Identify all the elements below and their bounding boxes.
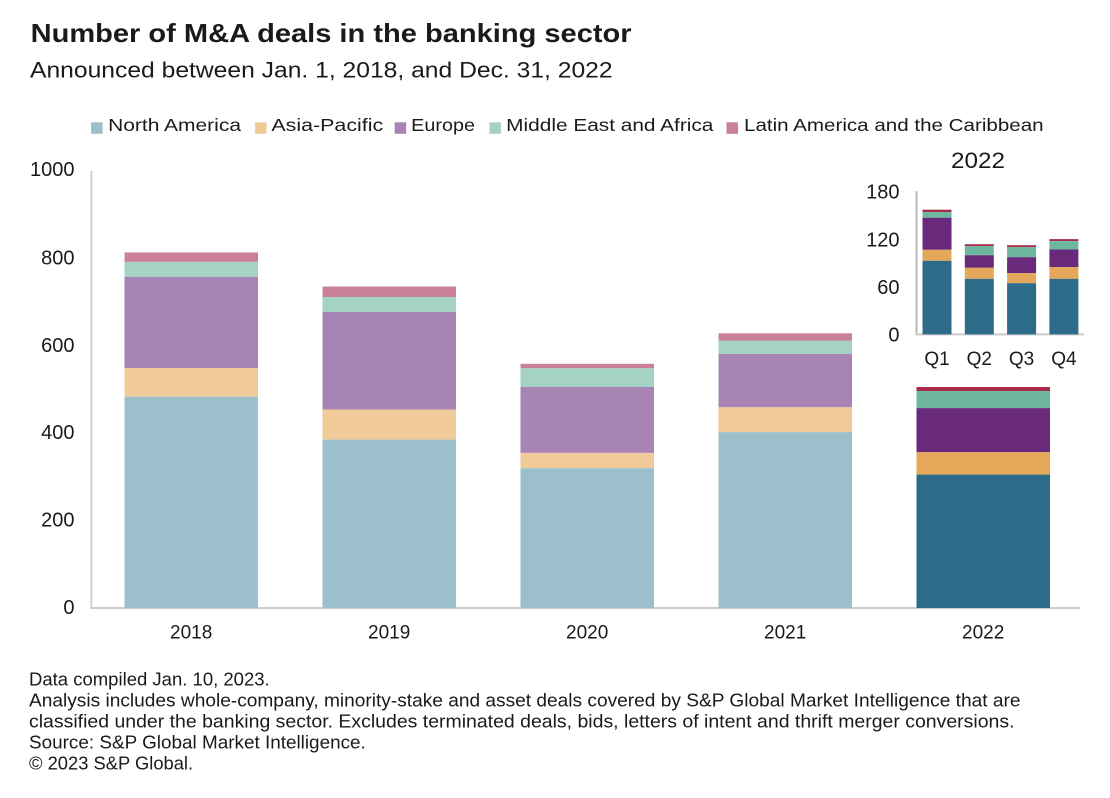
svg-text:Data compiled Jan. 10, 2023.: Data compiled Jan. 10, 2023. <box>29 670 270 690</box>
svg-text:180: 180 <box>866 182 899 204</box>
svg-text:200: 200 <box>41 510 74 532</box>
svg-text:North America: North America <box>108 115 241 135</box>
svg-text:Number of M&A deals in the ban: Number of M&A deals in the banking secto… <box>31 18 632 48</box>
svg-text:Q4: Q4 <box>1051 349 1077 370</box>
svg-text:0: 0 <box>888 325 899 347</box>
svg-text:Asia-Pacific: Asia-Pacific <box>271 115 383 135</box>
svg-text:2022: 2022 <box>951 148 1005 173</box>
svg-text:0: 0 <box>63 597 74 619</box>
svg-text:Q1: Q1 <box>924 349 949 370</box>
svg-text:2019: 2019 <box>368 623 410 644</box>
svg-text:Q2: Q2 <box>967 349 992 370</box>
svg-text:© 2023 S&P Global.: © 2023 S&P Global. <box>29 754 193 774</box>
svg-text:Source: S&P Global Market Inte: Source: S&P Global Market Intelligence. <box>29 733 366 753</box>
svg-text:2021: 2021 <box>764 623 806 644</box>
svg-text:1000: 1000 <box>30 159 75 181</box>
svg-text:2018: 2018 <box>170 623 212 644</box>
svg-text:Q3: Q3 <box>1009 349 1034 370</box>
svg-text:800: 800 <box>41 247 74 269</box>
svg-text:2020: 2020 <box>566 623 608 644</box>
svg-text:Latin America and the Caribbea: Latin America and the Caribbean <box>744 115 1044 135</box>
svg-text:Middle East and Africa: Middle East and Africa <box>506 115 714 135</box>
svg-text:400: 400 <box>41 422 74 444</box>
svg-text:Analysis includes whole-compan: Analysis includes whole-company, minorit… <box>29 691 1020 711</box>
svg-text:600: 600 <box>41 335 74 357</box>
svg-text:classified under the banking s: classified under the banking sector. Exc… <box>29 712 1014 732</box>
svg-text:Europe: Europe <box>411 115 475 135</box>
svg-text:60: 60 <box>877 277 899 299</box>
svg-text:Announced between Jan. 1, 2018: Announced between Jan. 1, 2018, and Dec.… <box>30 58 613 83</box>
svg-text:2022: 2022 <box>962 623 1004 644</box>
svg-text:120: 120 <box>866 229 899 251</box>
